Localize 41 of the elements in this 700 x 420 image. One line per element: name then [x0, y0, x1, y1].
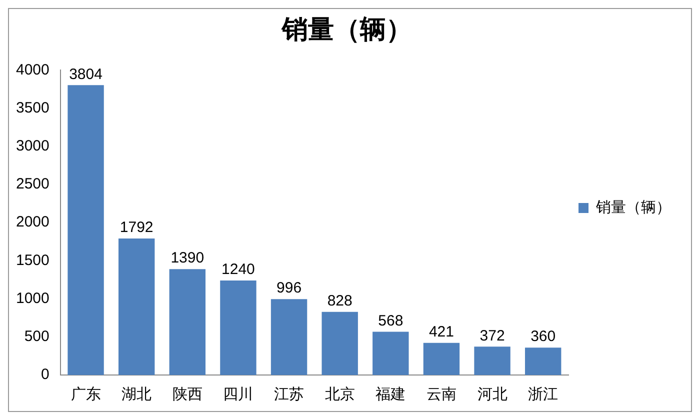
y-tick-label: 2500 [16, 176, 50, 193]
x-tick-label: 陕西 [172, 386, 202, 404]
x-tick-label: 北京 [324, 386, 355, 404]
bar [524, 348, 562, 375]
x-tick-label: 四川 [223, 386, 254, 404]
x-tick-label: 湖北 [122, 386, 152, 404]
bar [68, 85, 104, 375]
y-tick-label: 3500 [16, 99, 50, 116]
y-tick-label: 3000 [16, 138, 50, 155]
bar [118, 238, 155, 375]
y-tick-label: 500 [24, 328, 50, 346]
bar [169, 269, 206, 375]
data-label: 3804 [69, 66, 102, 83]
bar [372, 332, 409, 375]
chart-title: 销量（辆） [281, 14, 412, 44]
y-tick-label: 1500 [16, 252, 50, 269]
bar [322, 312, 358, 375]
x-tick-label: 福建 [376, 386, 406, 404]
data-label: 828 [327, 292, 352, 310]
bar [220, 280, 256, 375]
y-tick-label: 2000 [16, 214, 50, 231]
data-label: 1390 [170, 250, 204, 267]
data-label: 1240 [222, 261, 255, 278]
x-tick-label: 江苏 [274, 386, 304, 404]
bar [423, 342, 460, 375]
y-tick-label: 0 [41, 366, 50, 384]
data-label: 568 [378, 312, 404, 330]
y-tick-label: 4000 [16, 61, 50, 78]
x-tick-label: 浙江 [528, 386, 558, 404]
data-label: 421 [428, 324, 454, 341]
x-tick-label: 广东 [70, 386, 101, 404]
x-tick-label: 河北 [477, 386, 508, 404]
bar [270, 299, 308, 375]
data-label: 996 [276, 280, 302, 297]
bar [474, 346, 510, 375]
data-label: 1792 [120, 219, 154, 236]
legend-label: 销量（辆） [595, 199, 671, 216]
data-label: 360 [530, 328, 556, 346]
x-tick-label: 云南 [426, 386, 456, 404]
data-label: 372 [480, 327, 505, 344]
y-tick-label: 1000 [16, 290, 50, 307]
